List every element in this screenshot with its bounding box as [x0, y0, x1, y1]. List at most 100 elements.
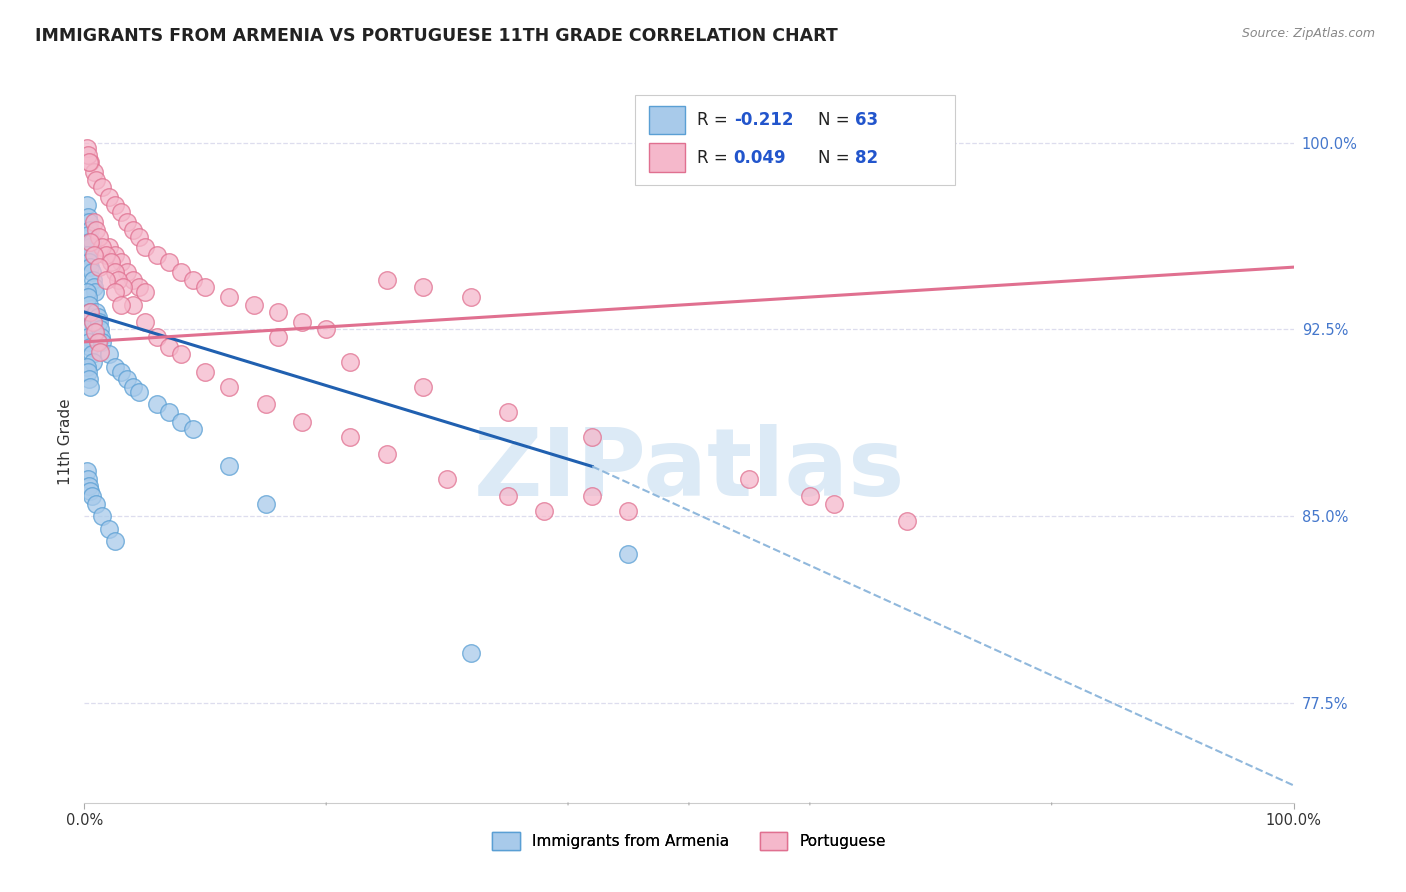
- Y-axis label: 11th Grade: 11th Grade: [58, 398, 73, 485]
- Point: [79, 305, 101, 319]
- Point: [82, 315, 104, 329]
- Point: [76, 198, 98, 212]
- Point: [170, 347, 193, 361]
- Text: R =: R =: [697, 111, 734, 129]
- Point: [79, 260, 101, 274]
- Point: [823, 497, 845, 511]
- Point: [79, 340, 101, 354]
- Point: [86, 334, 108, 349]
- Point: [80, 235, 103, 250]
- FancyBboxPatch shape: [634, 95, 955, 185]
- Point: [77, 155, 100, 169]
- Point: [100, 255, 122, 269]
- Point: [617, 504, 640, 518]
- Legend: Immigrants from Armenia, Portuguese: Immigrants from Armenia, Portuguese: [486, 826, 891, 856]
- Point: [110, 365, 132, 379]
- Point: [146, 248, 169, 262]
- Point: [97, 522, 120, 536]
- Point: [134, 285, 156, 299]
- Point: [83, 248, 105, 262]
- Point: [77, 227, 100, 242]
- Point: [121, 297, 143, 311]
- Point: [77, 211, 100, 225]
- Point: [181, 272, 204, 286]
- Point: [146, 397, 169, 411]
- Point: [79, 240, 101, 254]
- Point: [104, 198, 127, 212]
- Point: [84, 285, 107, 299]
- Point: [496, 489, 519, 503]
- Point: [157, 404, 180, 418]
- Text: Source: ZipAtlas.com: Source: ZipAtlas.com: [1241, 27, 1375, 40]
- Point: [460, 646, 482, 660]
- Point: [267, 305, 290, 319]
- Point: [375, 272, 398, 286]
- Point: [86, 173, 108, 187]
- Point: [80, 489, 103, 503]
- Point: [94, 272, 117, 286]
- Point: [617, 547, 640, 561]
- Point: [82, 355, 104, 369]
- Point: [339, 355, 361, 369]
- Point: [86, 223, 108, 237]
- Point: [121, 380, 143, 394]
- Point: [80, 347, 103, 361]
- Point: [194, 365, 217, 379]
- Point: [77, 334, 100, 349]
- Point: [157, 340, 180, 354]
- Point: [134, 315, 156, 329]
- Point: [91, 180, 114, 194]
- Point: [77, 472, 100, 486]
- Text: N =: N =: [818, 149, 855, 167]
- Point: [375, 447, 398, 461]
- Point: [104, 248, 127, 262]
- Point: [254, 397, 277, 411]
- Point: [134, 240, 156, 254]
- Point: [83, 322, 105, 336]
- Point: [799, 489, 821, 503]
- Point: [91, 240, 114, 254]
- Point: [77, 148, 100, 162]
- Point: [128, 384, 150, 399]
- Point: [89, 322, 111, 336]
- Point: [77, 255, 100, 269]
- Point: [115, 215, 138, 229]
- Point: [91, 509, 114, 524]
- Point: [77, 372, 100, 386]
- Point: [84, 325, 107, 339]
- Point: [218, 459, 240, 474]
- Point: [82, 272, 104, 286]
- Point: [83, 165, 105, 179]
- Point: [97, 347, 120, 361]
- Point: [79, 380, 101, 394]
- Point: [121, 223, 143, 237]
- Point: [291, 315, 314, 329]
- Text: 0.049: 0.049: [734, 149, 786, 167]
- Point: [79, 235, 101, 250]
- Point: [170, 415, 193, 429]
- Point: [738, 472, 761, 486]
- Point: [436, 472, 458, 486]
- Point: [110, 297, 132, 311]
- Point: [254, 497, 277, 511]
- Text: IMMIGRANTS FROM ARMENIA VS PORTUGUESE 11TH GRADE CORRELATION CHART: IMMIGRANTS FROM ARMENIA VS PORTUGUESE 11…: [35, 27, 838, 45]
- Point: [76, 285, 98, 299]
- Text: -0.212: -0.212: [734, 111, 793, 129]
- Point: [128, 230, 150, 244]
- Point: [91, 334, 114, 349]
- Point: [110, 255, 132, 269]
- Point: [79, 484, 101, 499]
- Point: [157, 255, 180, 269]
- Point: [267, 330, 290, 344]
- Point: [412, 280, 434, 294]
- Point: [87, 260, 110, 274]
- Point: [87, 315, 110, 329]
- Point: [77, 290, 100, 304]
- Text: R =: R =: [697, 149, 734, 167]
- Point: [77, 479, 100, 493]
- Point: [104, 265, 127, 279]
- FancyBboxPatch shape: [650, 143, 685, 172]
- Point: [110, 205, 132, 219]
- Point: [146, 330, 169, 344]
- Point: [315, 322, 337, 336]
